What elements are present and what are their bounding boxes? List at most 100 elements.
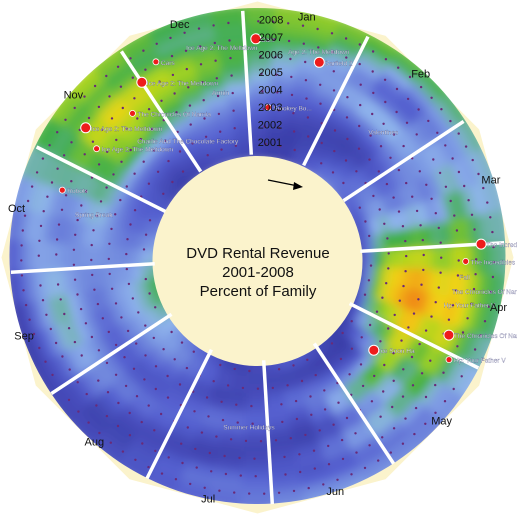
grid-dot <box>368 323 372 327</box>
heat-cell <box>286 104 311 121</box>
heat-cell <box>245 62 274 74</box>
grid-dot <box>99 200 103 203</box>
heat-cell <box>344 119 369 143</box>
grid-dot <box>98 431 101 435</box>
heat-cell <box>433 353 459 386</box>
heat-cell <box>214 33 247 48</box>
heat-cell <box>334 162 355 183</box>
annotation-label: Ice Age 2: The Meltdown <box>91 126 163 133</box>
grid-dot <box>120 316 123 319</box>
grid-dot <box>449 199 452 203</box>
heat-cell <box>146 372 171 396</box>
heat-cell <box>204 394 229 411</box>
annotation-label: Ice Soon Ha <box>379 348 415 355</box>
grid-dot <box>212 380 215 383</box>
grid-dot <box>129 148 132 152</box>
grid-dot <box>438 171 442 175</box>
grid-dot <box>341 331 344 335</box>
heat-cell <box>320 441 352 462</box>
heat-cell <box>220 419 246 433</box>
grid-dot <box>444 144 447 147</box>
heat-cell <box>404 311 424 338</box>
heat-cell <box>142 109 168 133</box>
grid-dot <box>226 384 230 387</box>
grid-dot <box>154 306 157 309</box>
heat-cell <box>150 456 185 479</box>
heat-cell <box>326 458 360 481</box>
grid-dot <box>381 436 384 439</box>
grid-dot <box>307 486 310 490</box>
heat-cell <box>193 118 216 136</box>
heat-cell <box>67 64 100 97</box>
heat-cell <box>135 425 167 450</box>
heat-cell <box>46 294 64 326</box>
grid-dot <box>369 134 372 137</box>
heat-cell <box>377 380 404 407</box>
grid-dot <box>204 135 208 138</box>
grid-dot <box>254 475 257 478</box>
annotation-label: The Incredibles 2-4 <box>486 242 517 249</box>
heat-cell <box>267 458 299 473</box>
grid-dot <box>169 36 172 40</box>
grid-dot <box>238 456 241 460</box>
grid-dot <box>346 96 349 99</box>
heat-cell <box>130 247 142 266</box>
heat-cell <box>357 452 392 479</box>
grid-dot <box>231 91 234 95</box>
grid-dot <box>213 41 216 45</box>
heat-cell <box>123 85 152 111</box>
heat-cell <box>385 327 407 352</box>
grid-dot <box>87 421 90 424</box>
heat-cell <box>431 246 444 273</box>
grid-dot <box>422 268 425 272</box>
grid-dot <box>180 442 183 445</box>
heat-cell <box>490 242 502 278</box>
grid-dot <box>384 100 387 104</box>
grid-dot <box>345 416 349 420</box>
heat-cell <box>290 432 320 450</box>
heat-cell <box>268 477 302 492</box>
grid-dot <box>166 374 169 378</box>
heat-cell <box>93 430 127 460</box>
heat-cell <box>172 413 201 433</box>
heat-cell <box>230 371 250 385</box>
heat-cell <box>416 377 444 409</box>
grid-dot <box>79 307 83 311</box>
grid-dot <box>475 258 478 261</box>
heat-cell <box>155 89 183 112</box>
grid-dot <box>167 456 170 459</box>
heat-cell <box>45 155 68 188</box>
heat-cell <box>218 428 246 443</box>
heat-cell <box>294 66 324 84</box>
grid-dot <box>392 196 395 199</box>
grid-dot <box>385 282 388 285</box>
grid-dot <box>318 429 321 432</box>
heat-cell <box>36 296 55 329</box>
heat-cell <box>400 227 414 251</box>
annotation-label: Age 2: The Meltdown <box>288 49 350 56</box>
heat-cell <box>101 383 129 411</box>
grid-dot <box>220 400 223 403</box>
heat-cell <box>75 195 93 223</box>
grid-dot <box>447 318 451 321</box>
heat-cell <box>140 248 152 265</box>
heat-cell <box>97 52 131 82</box>
grid-dot <box>306 116 310 119</box>
heat-cell <box>350 111 376 135</box>
heat-cell <box>243 422 269 434</box>
heat-cell <box>358 333 379 356</box>
grid-dot <box>95 214 98 217</box>
grid-dot <box>358 124 361 128</box>
grid-dot <box>280 403 283 406</box>
heat-cell <box>330 36 365 59</box>
grid-dot <box>319 83 322 87</box>
grid-dot <box>477 172 480 176</box>
year-label: 2008 <box>259 14 283 26</box>
month-labels: Jan Feb Mar Apr May Jun Jul Aug Sep Oct Nov Dec <box>8 12 507 506</box>
year-label: 2004 <box>258 84 282 96</box>
grid-dot <box>251 422 254 425</box>
heat-cell <box>381 231 395 252</box>
grid-dot <box>72 263 76 266</box>
annotation-dot <box>443 329 455 341</box>
grid-dot <box>263 125 266 128</box>
